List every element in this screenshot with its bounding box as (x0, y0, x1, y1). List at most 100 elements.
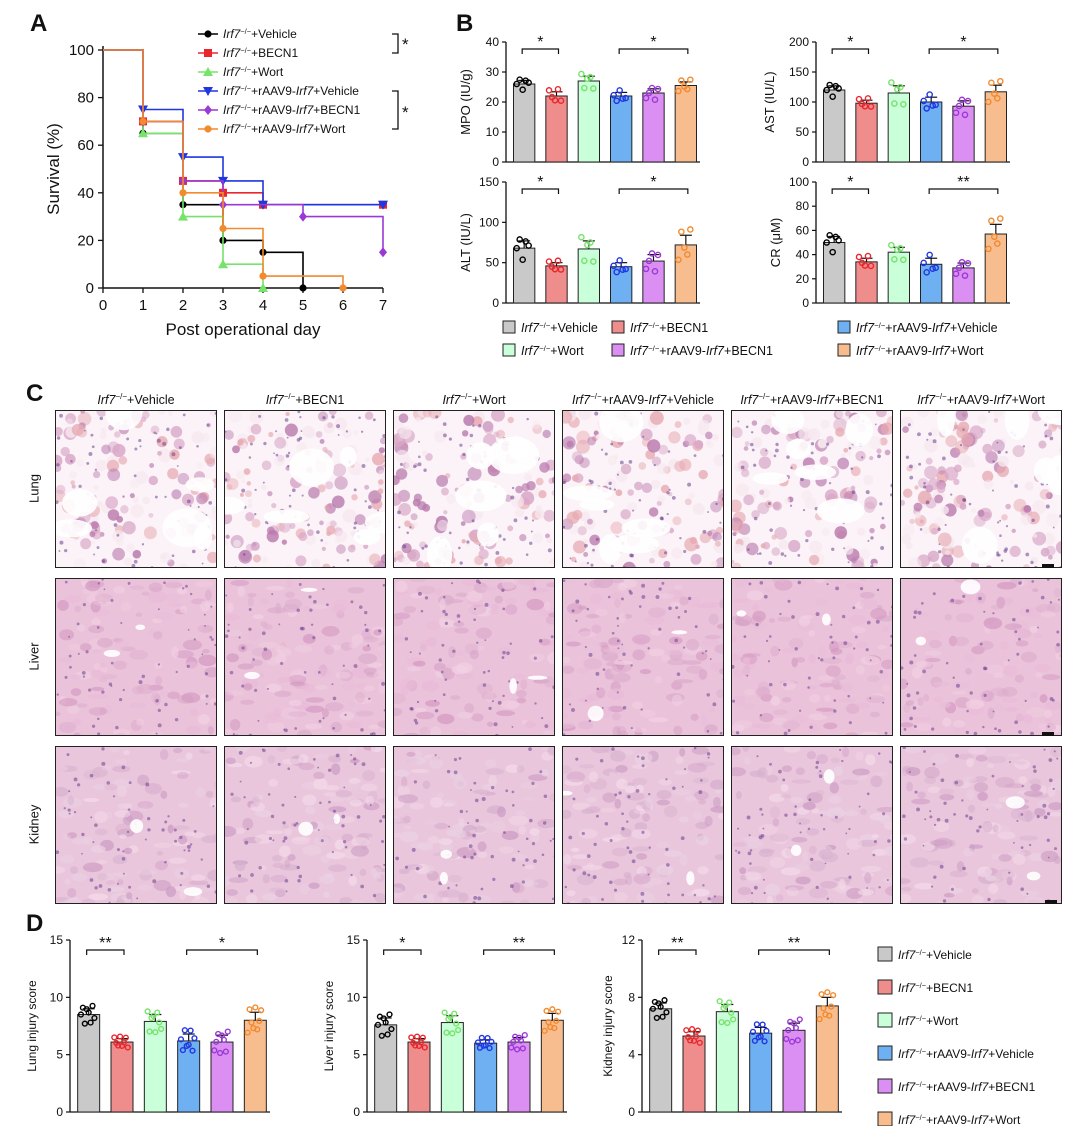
sig-label: * (402, 35, 409, 54)
data-point (384, 1031, 391, 1038)
data-point (622, 94, 629, 102)
y-axis-label: ALT (IU/L) (458, 213, 473, 272)
sig-bracket (186, 949, 258, 955)
data-point (557, 97, 565, 105)
bar (984, 233, 1008, 304)
data-point (991, 90, 998, 97)
sig-label: ** (513, 935, 525, 952)
data-point (144, 1008, 151, 1015)
y-tick-label: 20 (77, 232, 94, 249)
tissue-texture (225, 579, 385, 735)
tissue-texture (56, 579, 216, 735)
data-point (616, 87, 623, 94)
scale-bar (1042, 732, 1054, 736)
legend-marker (204, 105, 212, 115)
legend-label: Irf7−/−+Vehicle (521, 321, 598, 336)
data-point (926, 251, 933, 259)
data-point (818, 991, 825, 998)
data-point (222, 1048, 229, 1055)
bar-chart-kidney: 0 4 8 12 Kidney injury score ** ** (601, 933, 842, 1119)
data-point (651, 96, 659, 103)
panel-label-a: A (30, 10, 48, 37)
bar-legend-d: Irf7−/−+Vehicle Irf7−/−+BECN1 Irf7−/−+Wort… (877, 946, 1036, 1126)
y-tick-label: 10 (50, 990, 64, 1004)
data-point (613, 97, 620, 105)
data-point (642, 94, 650, 102)
data-point (932, 101, 939, 109)
sig-label: * (650, 174, 656, 191)
bar (512, 83, 536, 163)
data-point (521, 1031, 528, 1039)
data-point (443, 1029, 450, 1036)
survival-point (299, 284, 307, 292)
sig-bracket (928, 188, 999, 194)
x-axis-label: Post operational day (166, 320, 321, 339)
tissue-texture (901, 579, 1061, 735)
data-point (929, 102, 936, 109)
y-tick-label: 0 (353, 1105, 360, 1119)
data-point (826, 81, 833, 89)
data-point (152, 1029, 159, 1036)
histology-image (562, 410, 724, 568)
y-tick-label: 0 (802, 296, 809, 310)
tissue-texture (901, 747, 1061, 903)
data-point (246, 1006, 253, 1013)
data-point (759, 1021, 766, 1028)
data-point (648, 84, 656, 92)
data-point (824, 989, 831, 996)
bar (984, 91, 1008, 163)
data-point (891, 255, 898, 263)
histology-image (393, 746, 555, 904)
survival-line (103, 49, 344, 288)
data-point (185, 1041, 192, 1048)
bar (577, 80, 601, 163)
x-tick-label: 6 (339, 297, 347, 314)
data-point (146, 1028, 153, 1035)
survival-point (258, 283, 268, 292)
y-tick-label: 30 (486, 65, 500, 79)
data-point (829, 93, 836, 100)
data-point (900, 256, 907, 264)
bar (577, 248, 601, 304)
data-point (681, 244, 688, 251)
bar (642, 260, 665, 304)
histology-column-title: Irf7−/−+rAAV9-Irf7+Wort (917, 392, 1045, 408)
survival-point (219, 224, 227, 233)
sig-bracket (618, 188, 689, 194)
legend-label: Irf7−/−+rAAV9-Irf7+BECN1 (898, 1080, 1036, 1095)
bar (540, 1019, 564, 1113)
data-point (158, 1025, 165, 1033)
data-point (590, 85, 597, 92)
data-point (867, 103, 875, 110)
histology-column-title: Irf7−/−+BECN1 (265, 392, 345, 408)
bar (682, 1035, 706, 1113)
data-point (77, 1011, 85, 1018)
data-point (645, 89, 653, 97)
y-tick-label: 0 (802, 155, 809, 169)
data-point (116, 1033, 124, 1040)
data-point (557, 266, 565, 273)
data-point (613, 268, 620, 276)
data-point (254, 1026, 261, 1033)
data-point (988, 217, 995, 225)
data-point (888, 241, 895, 249)
data-point (952, 109, 960, 117)
survival-point (378, 200, 388, 210)
legend-swatch (611, 343, 625, 357)
legend-swatch (611, 320, 625, 334)
data-point (587, 239, 594, 246)
legend-marker (204, 30, 212, 38)
data-point (587, 73, 594, 81)
legend-swatch (502, 343, 516, 357)
sig-label: * (399, 935, 405, 952)
sig-bracket (831, 48, 870, 54)
data-point (654, 85, 662, 93)
data-point (441, 1009, 448, 1016)
y-axis-label: CR (μM) (768, 218, 783, 267)
data-point (730, 1016, 737, 1023)
bar (919, 101, 943, 163)
tissue-texture (563, 579, 723, 735)
data-point (211, 1047, 218, 1054)
y-tick-label: 0 (628, 1105, 635, 1119)
histology-image (224, 746, 386, 904)
